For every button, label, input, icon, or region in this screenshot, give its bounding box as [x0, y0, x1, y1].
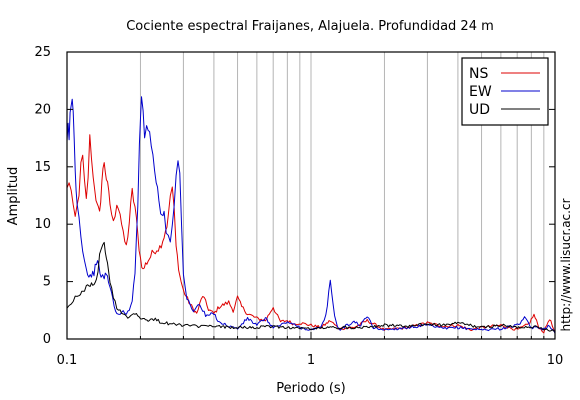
- series-line-ud: [66, 241, 555, 332]
- legend: NS EW UD: [461, 57, 549, 126]
- x-tick-label: 10: [547, 353, 564, 368]
- series-line-ns: [66, 134, 556, 334]
- x-axis-ticks: 0.1 1 10: [57, 332, 564, 368]
- credit-url: http://www.lisucr.ac.cr: [559, 198, 573, 331]
- y-tick-label: 5: [43, 275, 51, 290]
- grid-lines: [139, 52, 545, 339]
- y-tick-label: 25: [34, 45, 51, 60]
- series-line-ew: [66, 96, 556, 334]
- legend-label-ud: UD: [469, 102, 490, 118]
- y-tick-label: 15: [34, 160, 51, 175]
- y-axis-ticks: 0 5 10 15 20 25: [34, 45, 555, 347]
- legend-label-ns: NS: [469, 66, 488, 82]
- y-tick-label: 0: [43, 332, 51, 347]
- x-tick-label: 0.1: [57, 353, 78, 368]
- x-axis-label: Periodo (s): [276, 381, 346, 396]
- y-tick-label: 20: [34, 102, 51, 117]
- legend-label-ew: EW: [469, 84, 492, 100]
- x-tick-label: 1: [307, 353, 315, 368]
- plot-area: [66, 96, 556, 334]
- chart-title: Cociente espectral Fraijanes, Alajuela. …: [126, 19, 494, 34]
- y-axis-label: Amplitud: [6, 167, 21, 226]
- y-tick-label: 10: [34, 217, 51, 232]
